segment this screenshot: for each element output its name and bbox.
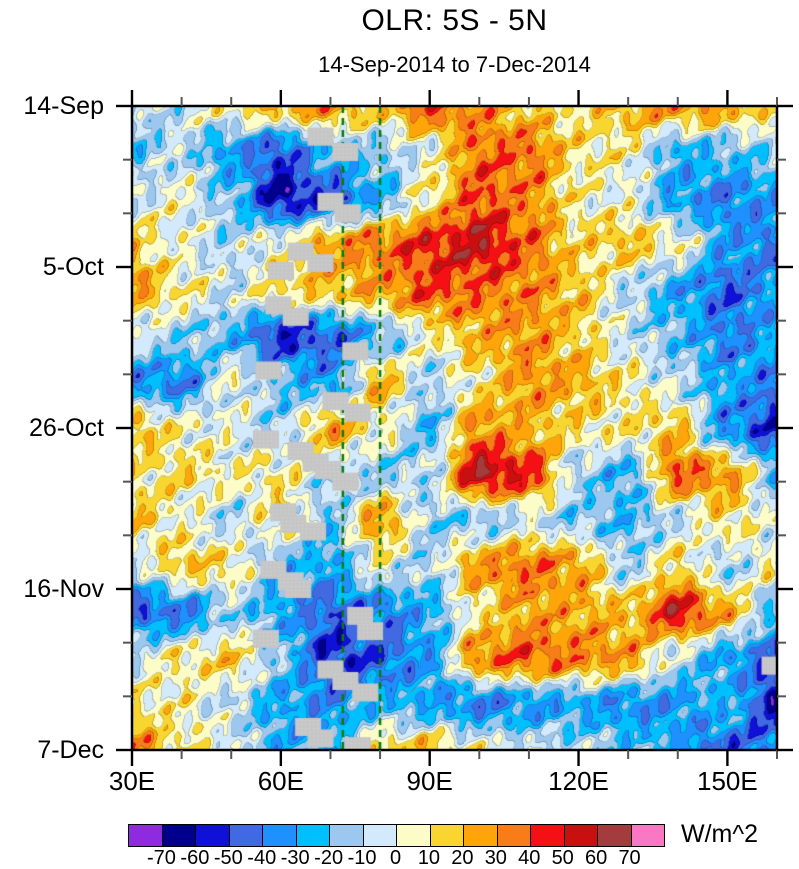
x-tick-label: 150E <box>697 766 758 796</box>
colorbar-cell <box>396 825 430 846</box>
colorbar-cell <box>295 825 329 846</box>
colorbar-tick-label: 30 <box>484 847 507 869</box>
colorbar-tick-label: -20 <box>314 847 344 869</box>
x-tick-label: 90E <box>406 766 453 796</box>
colorbar-cell <box>530 825 564 846</box>
chart-title: OLR: 5S - 5N <box>361 4 548 37</box>
colorbar-cell <box>161 825 195 846</box>
y-tick-label: 5-Oct <box>42 253 104 281</box>
x-tick-label: 30E <box>108 766 156 796</box>
x-tick-label: 120E <box>548 766 609 796</box>
y-tick-label: 14-Sep <box>23 92 104 120</box>
y-tick-label: 7-Dec <box>37 736 104 764</box>
colorbar <box>128 824 665 847</box>
colorbar-cell <box>129 825 162 846</box>
colorbar-cell <box>262 825 296 846</box>
colorbar-cell <box>630 825 664 846</box>
colorbar-cell <box>429 825 463 846</box>
colorbar-tick-label: -10 <box>347 847 377 869</box>
colorbar-cell <box>228 825 262 846</box>
colorbar-tick-label: 50 <box>551 847 574 869</box>
colorbar-cell <box>195 825 229 846</box>
colorbar-tick-label: -30 <box>280 847 310 869</box>
colorbar-tick-label: 10 <box>417 847 441 869</box>
colorbar-cell <box>563 825 597 846</box>
colorbar-cell <box>329 825 363 846</box>
colorbar-tick-label: -70 <box>146 847 176 869</box>
colorbar-tick-label: -60 <box>180 847 210 869</box>
colorbar-tick-label: -50 <box>213 847 243 869</box>
y-tick-label: 16-Nov <box>23 575 104 603</box>
y-tick-label: 26-Oct <box>28 414 104 442</box>
colorbar-tick-label: -40 <box>247 847 277 869</box>
colorbar-cell <box>496 825 530 846</box>
x-tick-label: 60E <box>257 766 304 796</box>
chart-subtitle: 14-Sep-2014 to 7-Dec-2014 <box>318 52 591 77</box>
colorbar-units-label: W/m^2 <box>681 820 759 848</box>
colorbar-cell <box>463 825 497 846</box>
colorbar-tick-label: 20 <box>451 847 474 869</box>
colorbar-cell <box>362 825 396 846</box>
colorbar-tick-label: 0 <box>389 847 402 869</box>
colorbar-tick-label: 60 <box>585 847 608 869</box>
contour-field-canvas <box>132 106 777 750</box>
colorbar-tick-label: 70 <box>618 847 641 869</box>
colorbar-tick-label: 40 <box>518 847 541 869</box>
colorbar-cell <box>597 825 631 846</box>
